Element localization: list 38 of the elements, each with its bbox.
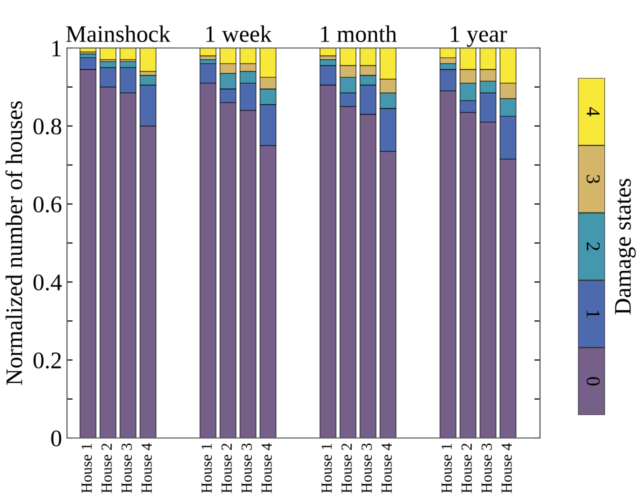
x-tick-label: House 4 [142,443,152,493]
text: 1 week [206,25,272,42]
text: Mainshock [66,25,170,42]
x-tick-label: House 2 [342,444,352,493]
x-tick-label: House 4 [502,443,512,493]
y-tick-label: 1 [52,40,61,56]
y-tick-label: 0 [51,430,62,446]
text: 1 year [450,26,507,47]
y-tick-label: 0.2 [34,352,61,369]
x-tick-label: House 2 [102,444,112,493]
text: 2 [586,242,600,250]
x-tick-label: House 4 [262,443,272,493]
y-tick-label: 0.8 [34,118,62,135]
x-tick-label: House 3 [122,443,132,493]
x-tick-label: House 1 [322,444,332,493]
x-tick-label: House 1 [442,444,452,493]
bar [200,48,216,56]
bar [320,48,336,56]
text: 1 month [321,25,397,42]
y-tick-label: 0.6 [34,196,62,213]
bar [100,48,116,60]
x-tick-label: House 3 [482,443,492,493]
y-tick-label: 0.4 [34,274,62,291]
bar [120,48,136,60]
x-tick-label: House 1 [82,444,92,493]
text: 4 [586,107,600,116]
x-tick-label: House 1 [202,444,212,493]
text: 0 [586,377,600,386]
x-tick-label: House 4 [382,443,392,493]
x-tick-label: House 3 [242,443,252,493]
x-tick-label: House 2 [462,444,472,493]
legend-title: Damage states [615,178,636,314]
text: 3 [586,175,600,184]
x-tick-label: House 2 [222,444,232,493]
x-tick-label: House 3 [362,443,372,493]
y-axis-title: Normalized number of houses [5,101,22,385]
bar [140,48,156,72]
text: 1 [586,310,600,318]
